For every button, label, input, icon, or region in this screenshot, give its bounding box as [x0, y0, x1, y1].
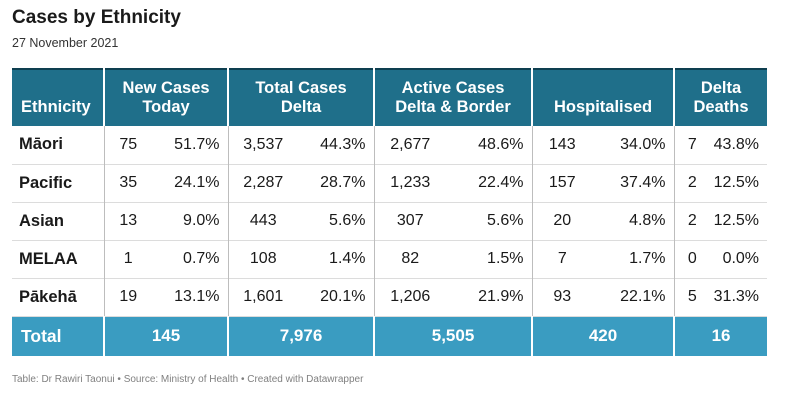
- header-ethnicity: Ethnicity: [12, 69, 104, 126]
- total-cases-count: 2,287: [227, 164, 299, 202]
- total-new-cases: 145: [102, 316, 229, 356]
- header-row: Ethnicity New Cases Today Total Cases Delt…: [12, 69, 768, 126]
- deaths-percent: 43.8%: [713, 135, 760, 153]
- ethnicity-cell: MELAA: [19, 249, 78, 268]
- new-cases-count: 19: [103, 278, 152, 316]
- new-cases-count: 1: [103, 240, 152, 278]
- new-cases-count: 75: [103, 126, 152, 164]
- active-cases-percent: 21.9%: [478, 288, 524, 305]
- source-footer: Table: Dr Rawiri Taonui • Source: Minist…: [12, 374, 364, 385]
- new-cases-percent: 51.7%: [174, 135, 220, 153]
- total-label: Total: [12, 316, 104, 356]
- table-row: Pākehā 19 13.1% 1,601 20.1% 1,206 21.9% …: [12, 278, 768, 316]
- header-deaths: Delta Deaths: [673, 69, 768, 126]
- hospitalised-percent: 34.0%: [620, 135, 666, 153]
- new-cases-percent: 0.7%: [183, 250, 220, 267]
- total-cases-count: 443: [227, 202, 299, 240]
- hospitalised-count: 93: [531, 278, 593, 316]
- hospitalised-percent: 1.7%: [629, 250, 666, 267]
- active-cases-count: 82: [373, 240, 447, 278]
- new-cases-percent: 24.1%: [174, 174, 220, 191]
- total-hospitalised: 420: [531, 316, 675, 356]
- total-deaths: 16: [673, 316, 768, 356]
- table-row: MELAA 1 0.7% 108 1.4% 82 1.5% 7 1.7% 0 0…: [12, 240, 768, 278]
- deaths-percent: 12.5%: [713, 174, 760, 191]
- header-total-cases: Total Cases Delta: [227, 69, 375, 126]
- header-active-cases: Active Cases Delta & Border: [373, 69, 533, 126]
- total-cases-percent: 20.1%: [320, 288, 366, 305]
- hospitalised-count: 157: [531, 164, 593, 202]
- active-cases-count: 1,233: [373, 164, 447, 202]
- deaths-count: 2: [673, 164, 711, 202]
- active-cases-percent: 1.5%: [487, 250, 524, 267]
- total-cases-count: 108: [227, 240, 299, 278]
- ethnicity-cell: Asian: [19, 211, 64, 230]
- table-row: Māori 75 51.7% 3,537 44.3% 2,677 48.6% 1…: [12, 126, 768, 164]
- hospitalised-percent: 22.1%: [620, 288, 666, 305]
- hospitalised-percent: 4.8%: [629, 212, 666, 229]
- hospitalised-count: 143: [531, 126, 593, 164]
- table-subtitle: 27 November 2021: [12, 36, 119, 50]
- deaths-count: 2: [673, 202, 711, 240]
- table-title: Cases by Ethnicity: [12, 7, 181, 28]
- total-cases-count: 1,601: [227, 278, 299, 316]
- new-cases-percent: 9.0%: [183, 212, 220, 229]
- total-cases-percent: 1.4%: [329, 250, 366, 267]
- deaths-count: 7: [673, 126, 711, 164]
- cases-table: Ethnicity New Cases Today Total Cases Delt…: [12, 68, 768, 356]
- active-cases-count: 2,677: [373, 126, 447, 164]
- table-row: Pacific 35 24.1% 2,287 28.7% 1,233 22.4%…: [12, 164, 768, 202]
- deaths-count: 5: [673, 278, 711, 316]
- new-cases-count: 13: [103, 202, 152, 240]
- header-hospitalised: Hospitalised: [531, 69, 675, 126]
- active-cases-count: 1,206: [373, 278, 447, 316]
- new-cases-count: 35: [103, 164, 152, 202]
- total-cases-percent: 28.7%: [320, 174, 366, 191]
- total-cases-count: 3,537: [227, 126, 299, 164]
- active-cases-percent: 22.4%: [478, 174, 524, 191]
- total-cases-percent: 5.6%: [329, 212, 366, 229]
- ethnicity-cell: Pākehā: [19, 287, 77, 306]
- hospitalised-count: 7: [531, 240, 593, 278]
- active-cases-count: 307: [373, 202, 447, 240]
- ethnicity-cell: Pacific: [19, 173, 73, 192]
- header-new-cases: New Cases Today: [102, 69, 229, 126]
- ethnicity-cell: Māori: [19, 135, 64, 154]
- deaths-percent: 12.5%: [713, 212, 760, 229]
- total-cases-percent: 44.3%: [320, 135, 366, 153]
- deaths-percent: 31.3%: [713, 288, 760, 305]
- hospitalised-count: 20: [531, 202, 593, 240]
- table-row: Asian 13 9.0% 443 5.6% 307 5.6% 20 4.8% …: [12, 202, 768, 240]
- total-total-cases: 7,976: [227, 316, 375, 356]
- active-cases-percent: 48.6%: [478, 135, 524, 153]
- hospitalised-percent: 37.4%: [620, 174, 666, 191]
- new-cases-percent: 13.1%: [174, 288, 220, 305]
- deaths-percent: 0.0%: [722, 250, 760, 267]
- deaths-count: 0: [673, 240, 711, 278]
- active-cases-percent: 5.6%: [487, 212, 524, 229]
- total-active-cases: 5,505: [373, 316, 533, 356]
- total-row: Total 145 7,976 5,505 420 16: [12, 316, 768, 356]
